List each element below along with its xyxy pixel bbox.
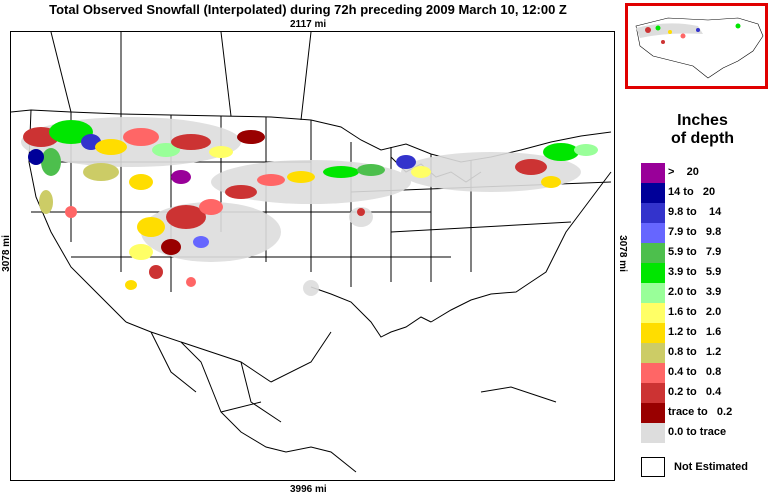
legend-row: trace to 0.2	[640, 403, 770, 423]
legend-label: 3.9 to 5.9	[668, 266, 722, 278]
legend-row: 0.8 to 1.2	[640, 343, 770, 363]
legend-row: 3.9 to 5.9	[640, 263, 770, 283]
legend-label: 0.8 to 1.2	[668, 346, 722, 358]
legend-swatch	[641, 323, 665, 343]
legend-swatch	[641, 383, 665, 403]
legend-swatch	[641, 243, 665, 263]
legend-label: 0.0 to trace	[668, 426, 727, 438]
legend-row: 0.0 to trace	[640, 423, 770, 443]
legend-label: 0.2 to 0.4	[668, 386, 722, 398]
legend-swatch	[641, 423, 665, 443]
legend-label: 0.4 to 0.8	[668, 366, 722, 378]
legend-label: trace to 0.2	[668, 406, 733, 418]
legend-label: 5.9 to 7.9	[668, 246, 722, 258]
legend-swatch	[641, 183, 665, 203]
overview-inset-map[interactable]	[625, 3, 768, 89]
legend-swatch	[641, 223, 665, 243]
legend-label: 14 to 20	[668, 186, 716, 198]
legend-label: 7.9 to 9.8	[668, 226, 722, 238]
legend-row: 9.8 to 14	[640, 203, 770, 223]
inset-canvas	[635, 17, 764, 79]
map-title: Total Observed Snowfall (Interpolated) d…	[49, 2, 567, 17]
legend-swatch	[641, 363, 665, 383]
legend-row: 0.2 to 0.4	[640, 383, 770, 403]
snowfall-map[interactable]	[10, 31, 615, 481]
scale-top-label: 2117 mi	[290, 19, 327, 30]
legend-row: 5.9 to 7.9	[640, 243, 770, 263]
scale-bottom-label: 3996 mi	[290, 484, 327, 495]
legend-row: 2.0 to 3.9	[640, 283, 770, 303]
legend-row: 7.9 to 9.8	[640, 223, 770, 243]
legend-row: > 20	[640, 163, 770, 183]
map-canvas	[11, 32, 612, 473]
legend-swatch	[641, 203, 665, 223]
legend-row: 1.2 to 1.6	[640, 323, 770, 343]
legend: > 20 14 to 20 9.8 to 14 7.9 to 9.8 5.9 to 7.…	[640, 163, 770, 443]
legend-not-estimated: Not Estimated	[641, 457, 765, 477]
legend-title-line1: Inches	[677, 112, 728, 129]
legend-row: 1.6 to 2.0	[640, 303, 770, 323]
legend-label: 2.0 to 3.9	[668, 286, 722, 298]
legend-swatch	[641, 343, 665, 363]
legend-row: 14 to 20	[640, 183, 770, 203]
legend-row: 0.4 to 0.8	[640, 363, 770, 383]
legend-title: Inches of depth	[640, 112, 765, 148]
legend-label: 9.8 to 14	[668, 206, 722, 218]
legend-label: 1.2 to 1.6	[668, 326, 722, 338]
legend-not-estimated-label: Not Estimated	[674, 461, 748, 473]
legend-label: > 20	[668, 166, 699, 178]
legend-swatch	[641, 283, 665, 303]
legend-swatch	[641, 303, 665, 323]
legend-swatch	[641, 403, 665, 423]
legend-not-estimated-swatch	[641, 457, 665, 477]
legend-swatch	[641, 163, 665, 183]
legend-title-line2: of depth	[670, 130, 735, 147]
scale-right-label: 3078 mi	[616, 235, 628, 272]
legend-swatch	[641, 263, 665, 283]
legend-label: 1.6 to 2.0	[668, 306, 722, 318]
